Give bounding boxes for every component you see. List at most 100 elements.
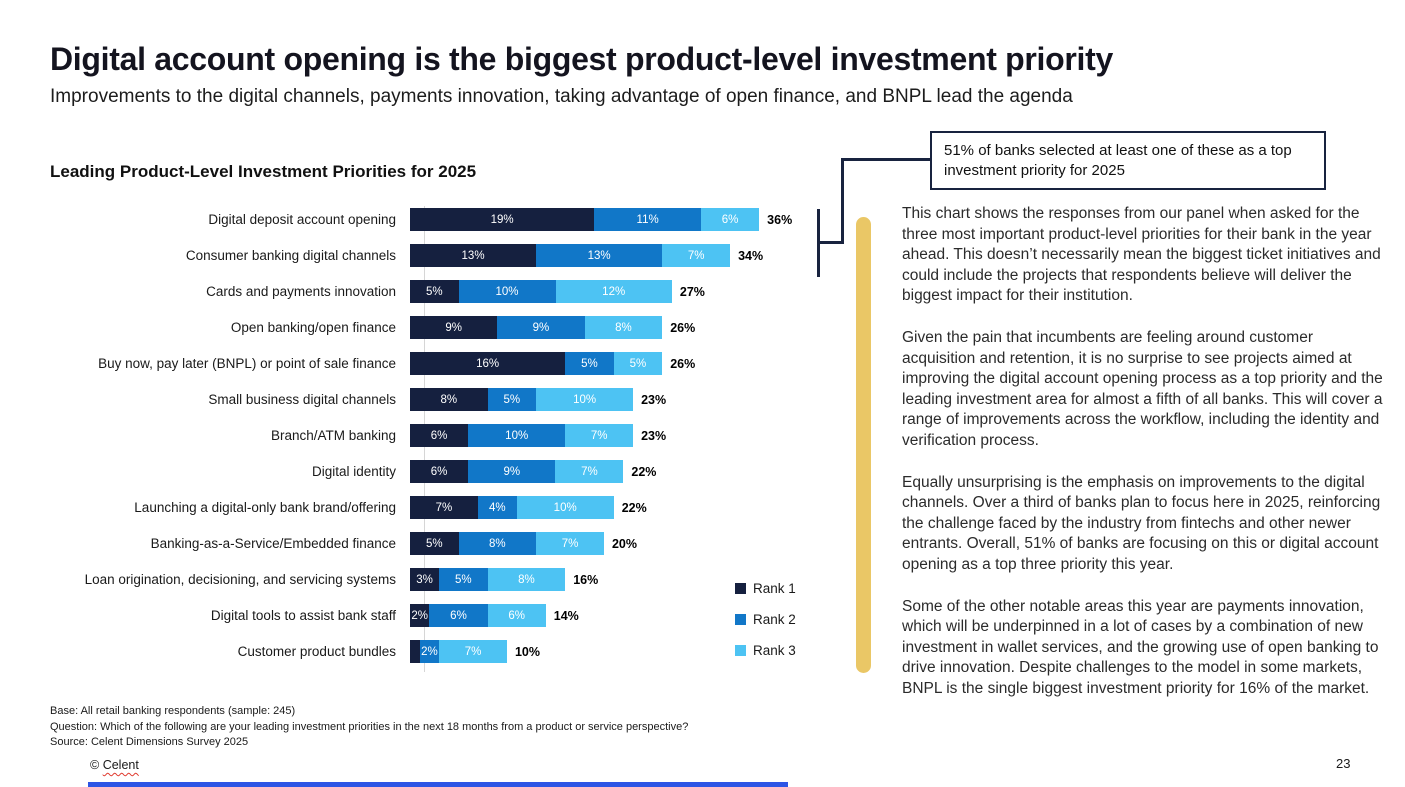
- bar-segment: 6%: [429, 604, 488, 627]
- bar-total-label: 23%: [641, 428, 667, 443]
- bar-track: 3% 5% 8% 16%: [410, 568, 598, 591]
- title-block: Digital account opening is the biggest p…: [50, 40, 1360, 109]
- chart-row: Small business digital channels 8% 5% 10% 23…: [50, 388, 840, 411]
- chart-row: Cards and payments innovation 5% 10% 12% 27%: [50, 280, 840, 303]
- bar-segment: 6%: [487, 604, 546, 627]
- bar-segment: 6%: [700, 208, 760, 231]
- legend-item-rank1: Rank 1: [735, 581, 796, 596]
- bar-segment: 16%: [410, 352, 566, 375]
- bar-total-label: 36%: [767, 212, 793, 227]
- bar-segment: 2%: [410, 604, 430, 627]
- brand-name: Celent: [102, 758, 139, 772]
- bar-total-label: 22%: [621, 500, 647, 515]
- category-label: Open banking/open finance: [230, 320, 396, 335]
- bar-segment: 7%: [662, 244, 731, 267]
- chart-row: Open banking/open finance 9% 9% 8% 26%: [50, 316, 840, 339]
- bar-segment: [410, 640, 420, 663]
- bar-segment: 6%: [410, 460, 469, 483]
- bar-segment: 7%: [536, 532, 604, 555]
- bar-segment: 7%: [565, 424, 634, 447]
- bar-segment: 11%: [594, 208, 701, 231]
- bar-segment: 9%: [468, 460, 556, 483]
- bottom-blue-bar: [88, 782, 788, 787]
- bar-track: 7% 4% 10% 22%: [410, 496, 647, 519]
- category-label: Digital tools to assist bank staff: [210, 608, 396, 623]
- category-label: Small business digital channels: [208, 392, 396, 407]
- copyright: © Celent: [90, 758, 139, 772]
- bar-segment: 9%: [410, 316, 498, 339]
- yellow-accent-bar: [856, 217, 871, 673]
- legend-item-rank3: Rank 3: [735, 643, 796, 658]
- page-number: 23: [1336, 756, 1351, 771]
- chart-row: Digital identity 6% 9% 7% 22%: [50, 460, 840, 483]
- chart-row: Loan origination, decisioning, and servi…: [50, 568, 840, 591]
- bracket-horizontal-short: [817, 241, 843, 244]
- chart-row: Banking-as-a-Service/Embedded finance 5% 8…: [50, 532, 840, 555]
- bar-segment: 3%: [410, 568, 440, 591]
- chart-row: Digital deposit account opening 19% 11% 6% 3…: [50, 208, 840, 231]
- rank3-swatch-icon: [735, 645, 746, 656]
- commentary-paragraph: Some of the other notable areas this yea…: [902, 597, 1379, 697]
- footnotes: Base: All retail banking respondents (sa…: [50, 704, 688, 751]
- bar-segment: 6%: [410, 424, 469, 447]
- bar-segment: 12%: [555, 280, 672, 303]
- bar-segment: 7%: [439, 640, 507, 663]
- footnote-base: Base: All retail banking respondents (sa…: [50, 705, 296, 717]
- chart-row: Branch/ATM banking 6% 10% 7% 23%: [50, 424, 840, 447]
- bar-segment: 10%: [516, 496, 614, 519]
- bracket-vertical-up: [841, 158, 844, 244]
- bar-segment: 5%: [410, 280, 459, 303]
- legend-label: Rank 1: [753, 581, 796, 596]
- bar-segment: 8%: [487, 568, 566, 591]
- slide-subtitle: Improvements to the digital channels, pa…: [50, 86, 1073, 107]
- legend-label: Rank 3: [753, 643, 796, 658]
- bar-segment: 13%: [536, 244, 663, 267]
- bar-track: 19% 11% 6% 36%: [410, 208, 792, 231]
- callout-box: 51% of banks selected at least one of th…: [930, 131, 1326, 190]
- commentary-panel: This chart shows the responses from our …: [902, 204, 1386, 720]
- bar-segment: 5%: [565, 352, 614, 375]
- category-label: Customer product bundles: [237, 644, 396, 659]
- bar-total-label: 14%: [553, 608, 579, 623]
- bar-total-label: 20%: [611, 536, 638, 551]
- bracket-horizontal-to-box: [841, 158, 931, 161]
- stacked-bar-chart: Digital deposit account opening 19% 11% 6% 3…: [50, 208, 840, 663]
- chart-rows: Digital deposit account opening 19% 11% 6% 3…: [50, 208, 840, 663]
- rank2-swatch-icon: [735, 614, 746, 625]
- bar-total-label: 34%: [738, 248, 764, 263]
- bar-track: 5% 10% 12% 27%: [410, 280, 705, 303]
- commentary-paragraph: Given the pain that incumbents are feeli…: [902, 328, 1383, 449]
- bar-segment: 5%: [439, 568, 488, 591]
- bar-total-label: 27%: [679, 284, 705, 299]
- category-label: Launching a digital-only bank brand/offe…: [134, 500, 396, 515]
- bar-track: 9% 9% 8% 26%: [410, 316, 695, 339]
- bar-segment: 7%: [555, 460, 624, 483]
- footnote-question: Question: Which of the following are you…: [50, 720, 689, 733]
- legend-label: Rank 2: [753, 612, 796, 627]
- bar-track: 5% 8% 7% 20%: [410, 532, 637, 555]
- bar-total-label: 16%: [573, 572, 599, 587]
- bar-segment: 10%: [468, 424, 566, 447]
- bar-track: 2% 7% 10%: [410, 640, 540, 663]
- category-label: Digital deposit account opening: [208, 212, 396, 227]
- bar-segment: 19%: [410, 208, 595, 231]
- bar-segment: 5%: [410, 532, 459, 555]
- bar-segment: 4%: [477, 496, 517, 519]
- commentary-paragraph: Equally unsurprising is the emphasis on …: [902, 473, 1381, 573]
- bar-track: 6% 9% 7% 22%: [410, 460, 656, 483]
- callout-text: 51% of banks selected at least one of th…: [944, 142, 1292, 179]
- rank1-swatch-icon: [735, 583, 746, 594]
- bar-total-label: 26%: [670, 320, 696, 335]
- category-label: Cards and payments innovation: [206, 284, 396, 299]
- bar-segment: 5%: [487, 388, 537, 411]
- category-label: Consumer banking digital channels: [185, 248, 396, 263]
- bar-track: 2% 6% 6% 14%: [410, 604, 579, 627]
- bar-segment: 10%: [458, 280, 556, 303]
- bar-segment: 10%: [536, 388, 634, 411]
- bar-segment: 8%: [458, 532, 537, 555]
- bar-track: 13% 13% 7% 34%: [410, 244, 763, 267]
- bar-total-label: 26%: [670, 356, 696, 371]
- slide-title: Digital account opening is the biggest p…: [50, 41, 1113, 77]
- chart-title: Leading Product-Level Investment Priorit…: [50, 162, 477, 181]
- chart-row: Buy now, pay later (BNPL) or point of sa…: [50, 352, 840, 375]
